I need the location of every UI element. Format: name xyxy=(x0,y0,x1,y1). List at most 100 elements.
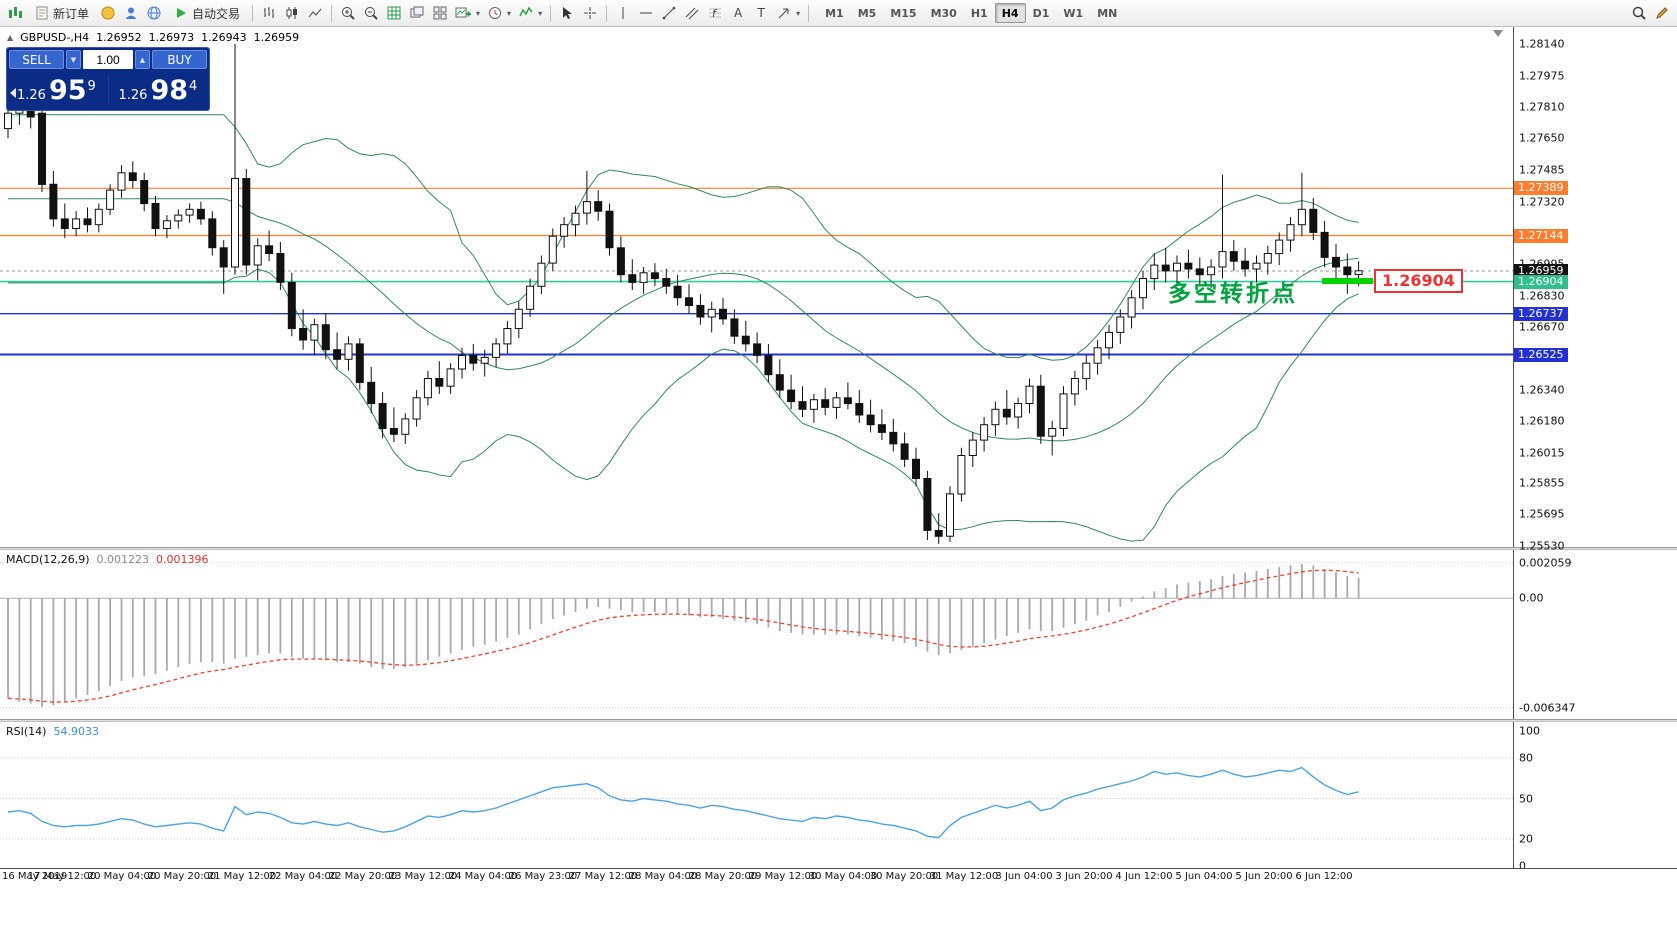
time-axis-label: 5 Jun 04:00 xyxy=(1175,871,1233,882)
new-order-button[interactable]: 新订单 xyxy=(27,2,96,24)
tile-windows-button[interactable] xyxy=(429,2,451,24)
horizontal-line-button[interactable] xyxy=(635,2,657,24)
text-label-button[interactable]: T xyxy=(750,2,772,24)
timeframe-h4-button[interactable]: H4 xyxy=(994,3,1026,23)
sell-price-sup: 9 xyxy=(87,78,96,94)
buy-price-display[interactable]: 1.26 98 4 xyxy=(109,77,210,104)
globe-icon xyxy=(147,6,161,20)
time-axis-label: 20 May 04:00 xyxy=(87,871,157,882)
macd-panel[interactable]: MACD(12,26,9) 0.001223 0.001396 xyxy=(0,550,1514,719)
timeframe-h1-button[interactable]: H1 xyxy=(970,6,988,20)
time-axis-label: 3 Jun 20:00 xyxy=(1055,871,1113,882)
rsi-axis-label: 0 xyxy=(1519,859,1526,873)
macd-axis-label: 0.00 xyxy=(1519,591,1544,605)
line-chart-icon xyxy=(308,8,322,18)
caret-down-icon: ▾ xyxy=(796,8,801,18)
indicators-button[interactable]: ▾ xyxy=(515,2,545,24)
profile-button[interactable] xyxy=(120,2,142,24)
time-axis-label: 21 May 12:00 xyxy=(207,871,277,882)
sell-button[interactable]: SELL xyxy=(9,50,64,69)
text-icon: A xyxy=(734,6,743,20)
trendline-button[interactable] xyxy=(658,2,680,24)
price-axis-label: 1.27320 xyxy=(1519,195,1565,209)
macd-canvas[interactable] xyxy=(0,550,1513,719)
macd-axis[interactable]: 0.002059 0.00 -0.006347 xyxy=(1514,550,1677,719)
panel-separator[interactable] xyxy=(0,719,1677,722)
price-axis-label: 1.25530 xyxy=(1519,539,1565,553)
toolbar-separator xyxy=(606,4,608,22)
cursor-button[interactable] xyxy=(556,2,578,24)
timeframe-m30-button[interactable]: M30 xyxy=(930,6,957,20)
rsi-canvas[interactable] xyxy=(0,722,1513,868)
edit-button[interactable] xyxy=(1651,2,1673,24)
macd-axis-label: -0.006347 xyxy=(1519,701,1576,715)
rsi-axis-label: 20 xyxy=(1519,832,1533,846)
time-axis-label: 30 May 20:00 xyxy=(869,871,939,882)
volume-up-button[interactable]: ▲ xyxy=(135,50,150,69)
timeframe-m15-button[interactable]: M15 xyxy=(890,6,917,20)
rsi-axis-label: 80 xyxy=(1519,751,1533,765)
community-button[interactable] xyxy=(143,2,165,24)
zoom-in-button[interactable] xyxy=(337,2,359,24)
vertical-line-button[interactable] xyxy=(612,2,634,24)
zoom-out-button[interactable] xyxy=(360,2,382,24)
text-button[interactable]: A xyxy=(727,2,749,24)
collapse-panel-arrow-icon[interactable] xyxy=(10,88,16,98)
rsi-panel[interactable]: RSI(14) 54.9033 xyxy=(0,722,1514,868)
new-chart-button[interactable] xyxy=(4,2,26,24)
close-value: 1.26959 xyxy=(253,31,300,44)
auto-trading-button[interactable]: 自动交易 xyxy=(166,2,247,24)
chart-shift-marker-icon[interactable] xyxy=(1493,30,1503,37)
time-axis-label: 20 May 20:00 xyxy=(147,871,217,882)
cascade-windows-button[interactable] xyxy=(406,2,428,24)
timeframe-m5-button[interactable]: M5 xyxy=(857,6,877,20)
sell-price-display[interactable]: 1.26 95 9 xyxy=(7,77,108,104)
crosshair-button[interactable] xyxy=(579,2,601,24)
highlight-line-segment xyxy=(1322,278,1373,284)
price-axis-label: 1.25855 xyxy=(1519,476,1565,490)
candlestick-chart-button[interactable] xyxy=(281,2,303,24)
price-axis-label: 1.25695 xyxy=(1519,507,1565,521)
buy-button[interactable]: BUY xyxy=(152,50,207,69)
price-axis-label: 1.26340 xyxy=(1519,383,1565,397)
search-icon xyxy=(1632,6,1646,20)
expert-advisors-button[interactable] xyxy=(97,2,119,24)
main-chart[interactable]: ▲ GBPUSD-,H4 1.26952 1.26973 1.26943 1.2… xyxy=(0,27,1514,547)
timeframe-buttons: M1 M5 M15 M30 H1 H4 D1 W1 MN xyxy=(818,3,1124,23)
timeframe-w1-button[interactable]: W1 xyxy=(1063,6,1084,20)
volume-down-button[interactable]: ▼ xyxy=(66,50,81,69)
rsi-title: RSI(14) xyxy=(6,725,47,738)
volume-input[interactable] xyxy=(83,50,133,69)
timeframe-m1-button[interactable]: M1 xyxy=(825,6,844,20)
price-axis[interactable]: 1.28140 1.27975 1.27810 1.27650 1.27485 1.273… xyxy=(1514,27,1677,552)
svg-text:A: A xyxy=(734,6,743,20)
arrows-button[interactable]: ▾ xyxy=(773,2,803,24)
fibonacci-button[interactable]: f xyxy=(704,2,726,24)
line-chart-button[interactable] xyxy=(304,2,326,24)
indicator-wave-icon xyxy=(519,6,533,17)
vertical-line-icon xyxy=(622,7,624,19)
timeframe-d1-button[interactable]: D1 xyxy=(1032,6,1050,20)
toolbar-separator xyxy=(331,4,333,22)
time-axis[interactable]: 16 May 2019 17 May 12:00 20 May 04:00 20 Ma… xyxy=(0,868,1677,885)
time-axis-label: 6 Jun 12:00 xyxy=(1295,871,1353,882)
channel-button[interactable] xyxy=(681,2,703,24)
order-document-icon xyxy=(36,6,48,20)
macd-row: MACD(12,26,9) 0.001223 0.001396 0.002059… xyxy=(0,550,1677,719)
price-axis-flag: 1.27389 xyxy=(1514,181,1568,196)
panel-separator[interactable] xyxy=(0,547,1677,550)
clock-icon xyxy=(489,7,502,19)
auto-arrange-button[interactable] xyxy=(383,2,405,24)
search-button[interactable] xyxy=(1628,2,1650,24)
horizontal-line-icon xyxy=(640,12,653,14)
periods-button[interactable]: ▾ xyxy=(484,2,514,24)
timeframe-mn-button[interactable]: MN xyxy=(1097,6,1118,20)
toolbar-separator xyxy=(808,4,810,22)
cursor-icon xyxy=(563,7,573,19)
templates-button[interactable]: ▾ xyxy=(452,2,483,24)
bar-chart-button[interactable] xyxy=(258,2,280,24)
rsi-axis[interactable]: 100 80 50 20 0 xyxy=(1514,722,1677,873)
main-chart-canvas[interactable] xyxy=(0,27,1513,547)
